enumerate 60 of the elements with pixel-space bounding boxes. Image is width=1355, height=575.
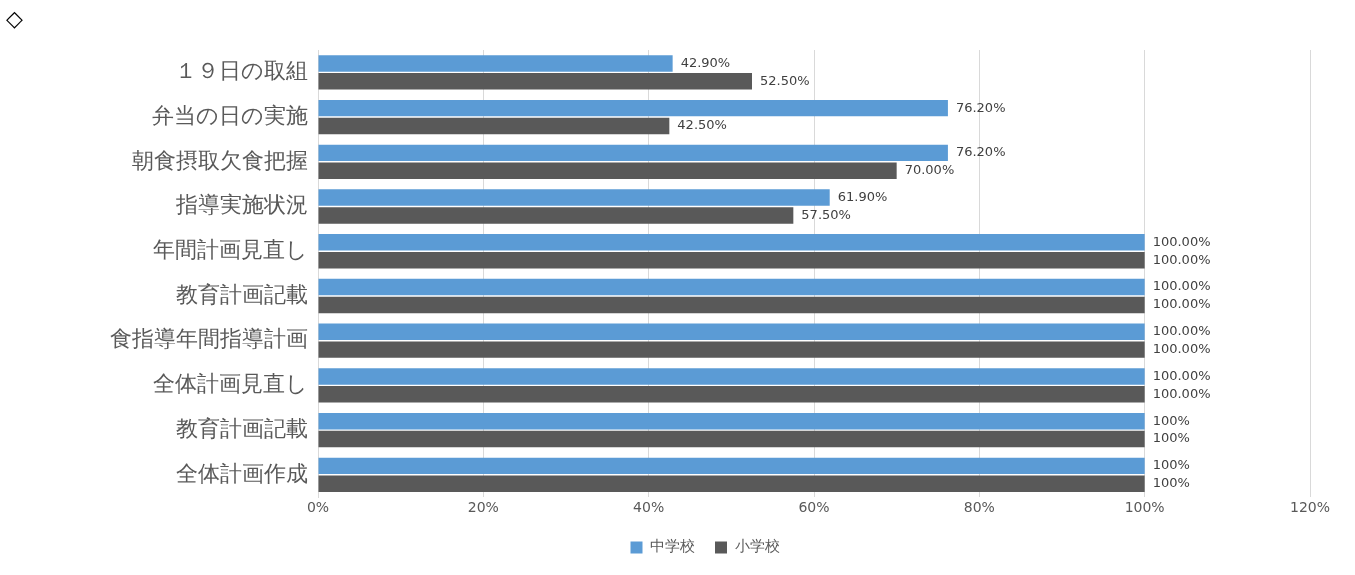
y-tick-label: 全体計画作成 <box>176 460 308 486</box>
data-label: 100.00% <box>1152 367 1211 383</box>
bar <box>318 412 1145 430</box>
x-tick-label: 120% <box>1289 499 1331 516</box>
data-label: 61.90% <box>837 188 888 204</box>
legend-label: 小学校 <box>734 537 780 556</box>
x-tick-label: 40% <box>633 499 665 516</box>
bar <box>318 368 1145 385</box>
bar <box>318 323 1145 340</box>
data-label: 100% <box>1152 457 1190 473</box>
data-label: 100% <box>1152 430 1190 446</box>
y-tick-label: 朝食摂取欠食把握 <box>132 147 308 173</box>
bar <box>318 73 752 90</box>
data-label: 42.50% <box>677 117 727 133</box>
y-tick-label: 年間計画見直し <box>153 236 308 262</box>
bar <box>318 430 1145 448</box>
x-tick-label: 80% <box>963 499 995 516</box>
data-label: 57.50% <box>801 206 851 222</box>
data-label: 100% <box>1152 475 1190 491</box>
data-label: 42.90% <box>680 54 731 70</box>
data-label: 70.00% <box>904 162 955 178</box>
data-label: 100.00% <box>1152 296 1211 312</box>
data-label: 100.00% <box>1152 251 1211 267</box>
x-tick-label: 0% <box>306 499 330 516</box>
data-label: 100.00% <box>1152 323 1211 339</box>
bar <box>318 278 1145 296</box>
x-tick-label: 60% <box>798 499 830 516</box>
data-label: 76.20% <box>955 99 1006 115</box>
bar <box>318 99 948 117</box>
bar <box>318 386 1145 403</box>
bar <box>318 162 897 179</box>
data-label: 100.00% <box>1152 278 1211 294</box>
data-label: 76.20% <box>955 144 1006 160</box>
data-label: 100% <box>1152 412 1190 428</box>
bar <box>318 144 948 162</box>
bar <box>318 234 1145 251</box>
y-tick-label: 教育計画記載 <box>176 281 308 307</box>
x-tick-label: 20% <box>467 499 499 516</box>
y-tick-label: 弁当の日の実施 <box>152 102 308 128</box>
y-tick-label: 全体計画見直し <box>153 371 308 397</box>
bar <box>318 251 1145 269</box>
bar <box>318 189 830 206</box>
x-tick-label: 100% <box>1124 499 1165 516</box>
data-label: 100.00% <box>1152 385 1211 401</box>
bar <box>318 341 1145 358</box>
data-label: 52.50% <box>760 72 810 88</box>
bar <box>318 296 1145 314</box>
bar <box>318 475 1145 493</box>
bar <box>318 55 673 72</box>
y-tick-label: 教育計画記載 <box>176 415 308 441</box>
bar <box>318 457 1145 475</box>
text: ◇ <box>6 6 23 31</box>
bar <box>318 117 670 135</box>
y-tick-label: １９日の取組 <box>175 58 308 84</box>
legend-label: 中学校 <box>650 537 695 556</box>
bar <box>318 207 794 224</box>
y-tick-label: 食指導年間指導計画 <box>110 326 308 352</box>
data-label: 100.00% <box>1152 341 1211 356</box>
y-tick-label: 指導実施状況 <box>175 192 308 218</box>
data-label: 100.00% <box>1152 233 1211 249</box>
